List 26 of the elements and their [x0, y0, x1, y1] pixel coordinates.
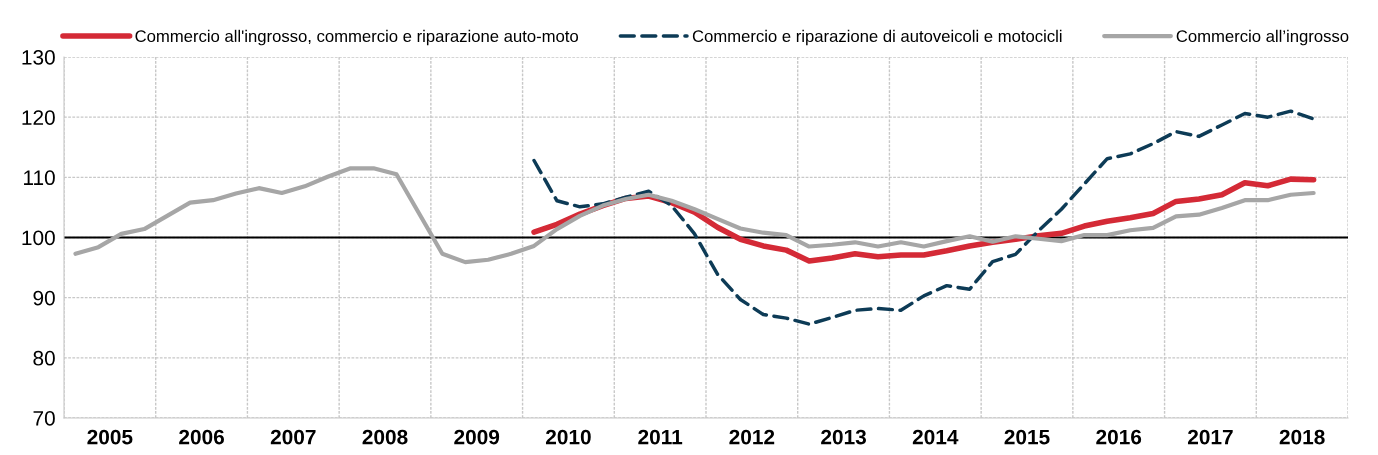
- x-tick-label: 2018: [1279, 429, 1325, 445]
- x-tick-label: 2013: [821, 429, 866, 445]
- line-series: [73, 166, 1316, 265]
- x-tick-label: 2012: [729, 429, 775, 445]
- y-tick-label: 70: [33, 411, 55, 426]
- x-tick-label: 2009: [454, 429, 500, 445]
- x-tick-label: 2008: [362, 429, 408, 445]
- y-tick-label: 80: [33, 350, 55, 366]
- y-tick-label: 100: [22, 230, 55, 246]
- y-tick-label: 90: [33, 290, 55, 306]
- y-tick-label: 130: [22, 50, 55, 65]
- legend-label: Commercio all’ingrosso: [1176, 29, 1349, 46]
- line-series: [532, 109, 1316, 326]
- y-tick-label: 110: [24, 170, 55, 186]
- x-tick-label: 2010: [545, 429, 591, 445]
- legend-label: Commercio e riparazione di autoveicoli e motocicli: [692, 29, 1062, 46]
- x-tick-label: 2007: [270, 429, 316, 445]
- x-tick-label: 2006: [179, 429, 224, 445]
- x-tick-label: 2015: [1004, 429, 1050, 445]
- x-tick-label: 2014: [912, 429, 959, 445]
- legend-label: Commercio all'ingrosso, commercio e riparazione auto-moto: [135, 29, 579, 46]
- x-tick-label: 2011: [638, 429, 683, 445]
- y-tick-label: 120: [22, 110, 55, 125]
- x-tick-label: 2005: [87, 429, 133, 445]
- x-tick-label: 2016: [1096, 429, 1142, 445]
- x-tick-label: 2017: [1187, 429, 1233, 445]
